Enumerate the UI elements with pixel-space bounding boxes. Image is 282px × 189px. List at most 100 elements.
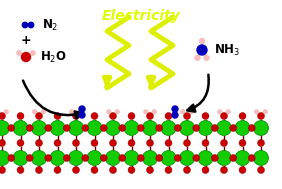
Circle shape	[217, 150, 232, 166]
Circle shape	[142, 150, 158, 166]
Circle shape	[0, 150, 10, 166]
Circle shape	[0, 139, 6, 146]
Circle shape	[211, 154, 218, 161]
Circle shape	[156, 125, 163, 132]
Circle shape	[124, 150, 139, 166]
Circle shape	[184, 112, 191, 119]
Circle shape	[202, 112, 209, 119]
Circle shape	[161, 150, 176, 166]
Circle shape	[204, 55, 209, 61]
Circle shape	[147, 139, 153, 146]
Circle shape	[4, 110, 8, 114]
Circle shape	[119, 154, 126, 161]
Circle shape	[78, 110, 82, 114]
Circle shape	[17, 139, 24, 146]
Circle shape	[63, 154, 70, 161]
Circle shape	[82, 154, 89, 161]
Circle shape	[82, 125, 89, 132]
Circle shape	[36, 112, 43, 119]
Circle shape	[32, 110, 37, 114]
Circle shape	[165, 167, 172, 174]
Circle shape	[45, 125, 52, 132]
Circle shape	[137, 154, 144, 161]
Circle shape	[0, 167, 6, 174]
Circle shape	[107, 110, 111, 114]
Circle shape	[202, 167, 209, 174]
Circle shape	[115, 110, 120, 114]
Circle shape	[147, 167, 153, 174]
Circle shape	[137, 125, 144, 132]
Circle shape	[156, 154, 163, 161]
Circle shape	[221, 167, 228, 174]
Circle shape	[109, 167, 116, 174]
Circle shape	[100, 154, 107, 161]
Circle shape	[257, 167, 265, 174]
Circle shape	[100, 125, 107, 132]
Circle shape	[87, 150, 102, 166]
Circle shape	[13, 150, 28, 166]
Circle shape	[184, 139, 191, 146]
Text: N$_2$: N$_2$	[42, 17, 58, 33]
Circle shape	[17, 112, 24, 119]
Circle shape	[239, 139, 246, 146]
Circle shape	[32, 121, 47, 136]
Circle shape	[21, 53, 30, 61]
Circle shape	[257, 139, 265, 146]
Circle shape	[69, 150, 83, 166]
Circle shape	[180, 121, 195, 136]
Circle shape	[248, 154, 255, 161]
Circle shape	[161, 121, 176, 136]
Circle shape	[91, 112, 98, 119]
Circle shape	[193, 154, 200, 161]
Circle shape	[91, 167, 98, 174]
Circle shape	[128, 139, 135, 146]
Circle shape	[26, 125, 33, 132]
Circle shape	[87, 121, 102, 136]
Circle shape	[63, 125, 70, 132]
Circle shape	[165, 139, 172, 146]
Circle shape	[193, 125, 200, 132]
Circle shape	[36, 139, 43, 146]
Circle shape	[142, 121, 158, 136]
Circle shape	[0, 112, 6, 119]
Circle shape	[70, 110, 74, 114]
Text: H$_2$O: H$_2$O	[40, 50, 67, 65]
Circle shape	[174, 154, 181, 161]
Circle shape	[199, 38, 205, 44]
Circle shape	[221, 112, 228, 119]
Text: NH$_3$: NH$_3$	[214, 43, 240, 57]
Circle shape	[221, 139, 228, 146]
Circle shape	[17, 50, 21, 56]
Circle shape	[147, 112, 153, 119]
Circle shape	[91, 139, 98, 146]
Circle shape	[217, 121, 232, 136]
Circle shape	[119, 125, 126, 132]
Circle shape	[79, 112, 85, 118]
Circle shape	[217, 110, 222, 114]
Circle shape	[54, 167, 61, 174]
Circle shape	[50, 121, 65, 136]
Circle shape	[255, 110, 259, 114]
Circle shape	[174, 125, 181, 132]
Text: Electricity: Electricity	[102, 9, 180, 23]
Circle shape	[230, 154, 237, 161]
Circle shape	[152, 110, 157, 114]
Circle shape	[202, 139, 209, 146]
Circle shape	[124, 121, 139, 136]
FancyArrowPatch shape	[187, 75, 209, 112]
Circle shape	[54, 139, 61, 146]
Circle shape	[248, 125, 255, 132]
Circle shape	[235, 121, 250, 136]
Circle shape	[211, 125, 218, 132]
Circle shape	[165, 112, 172, 119]
Circle shape	[198, 121, 213, 136]
Circle shape	[239, 167, 246, 174]
Circle shape	[195, 55, 200, 61]
Circle shape	[257, 112, 265, 119]
Circle shape	[239, 112, 246, 119]
FancyArrowPatch shape	[23, 81, 83, 119]
Circle shape	[26, 154, 33, 161]
Circle shape	[72, 139, 80, 146]
Circle shape	[54, 112, 61, 119]
Circle shape	[172, 106, 178, 112]
